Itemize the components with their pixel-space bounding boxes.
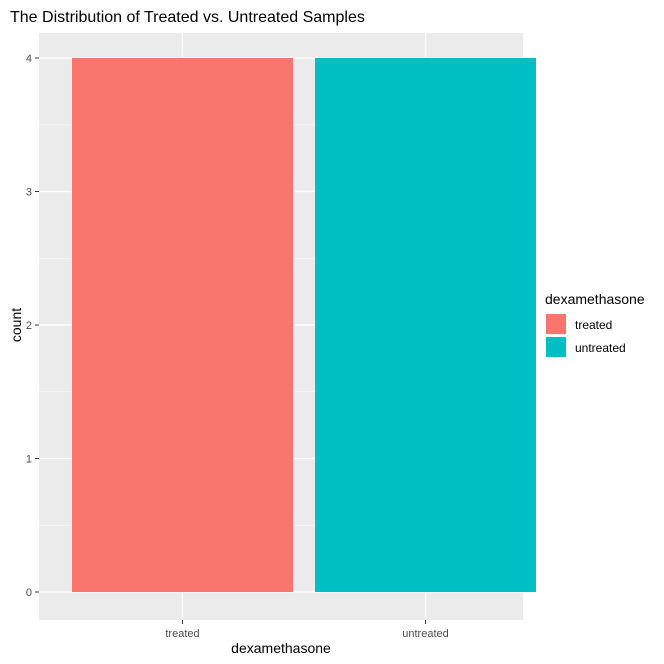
x-tick-label: untreated: [402, 628, 448, 640]
bars-group: [72, 58, 536, 592]
x-tick-label: treated: [165, 628, 199, 640]
y-tick-label: 2: [26, 320, 32, 332]
legend-label: untreated: [575, 341, 626, 355]
x-axis-title: dexamethasone: [231, 640, 331, 656]
legend-key-treated: [546, 314, 566, 334]
legend-label: treated: [575, 318, 612, 332]
legend-key-untreated: [546, 337, 566, 357]
bar-untreated: [315, 58, 536, 592]
bar-treated: [72, 58, 293, 592]
y-tick-label: 0: [26, 587, 32, 599]
legend: dexamethasone treated untreated: [545, 291, 645, 357]
y-tick-label: 4: [26, 53, 32, 65]
y-axis-title: count: [8, 308, 24, 342]
y-tick-label: 3: [26, 187, 32, 199]
y-tick-label: 1: [26, 454, 32, 466]
x-axis-ticks: treated untreated: [165, 620, 449, 640]
y-axis-ticks: 0 1 2 3 4: [26, 53, 39, 599]
chart-title: The Distribution of Treated vs. Untreate…: [10, 9, 365, 26]
legend-title: dexamethasone: [545, 291, 645, 307]
